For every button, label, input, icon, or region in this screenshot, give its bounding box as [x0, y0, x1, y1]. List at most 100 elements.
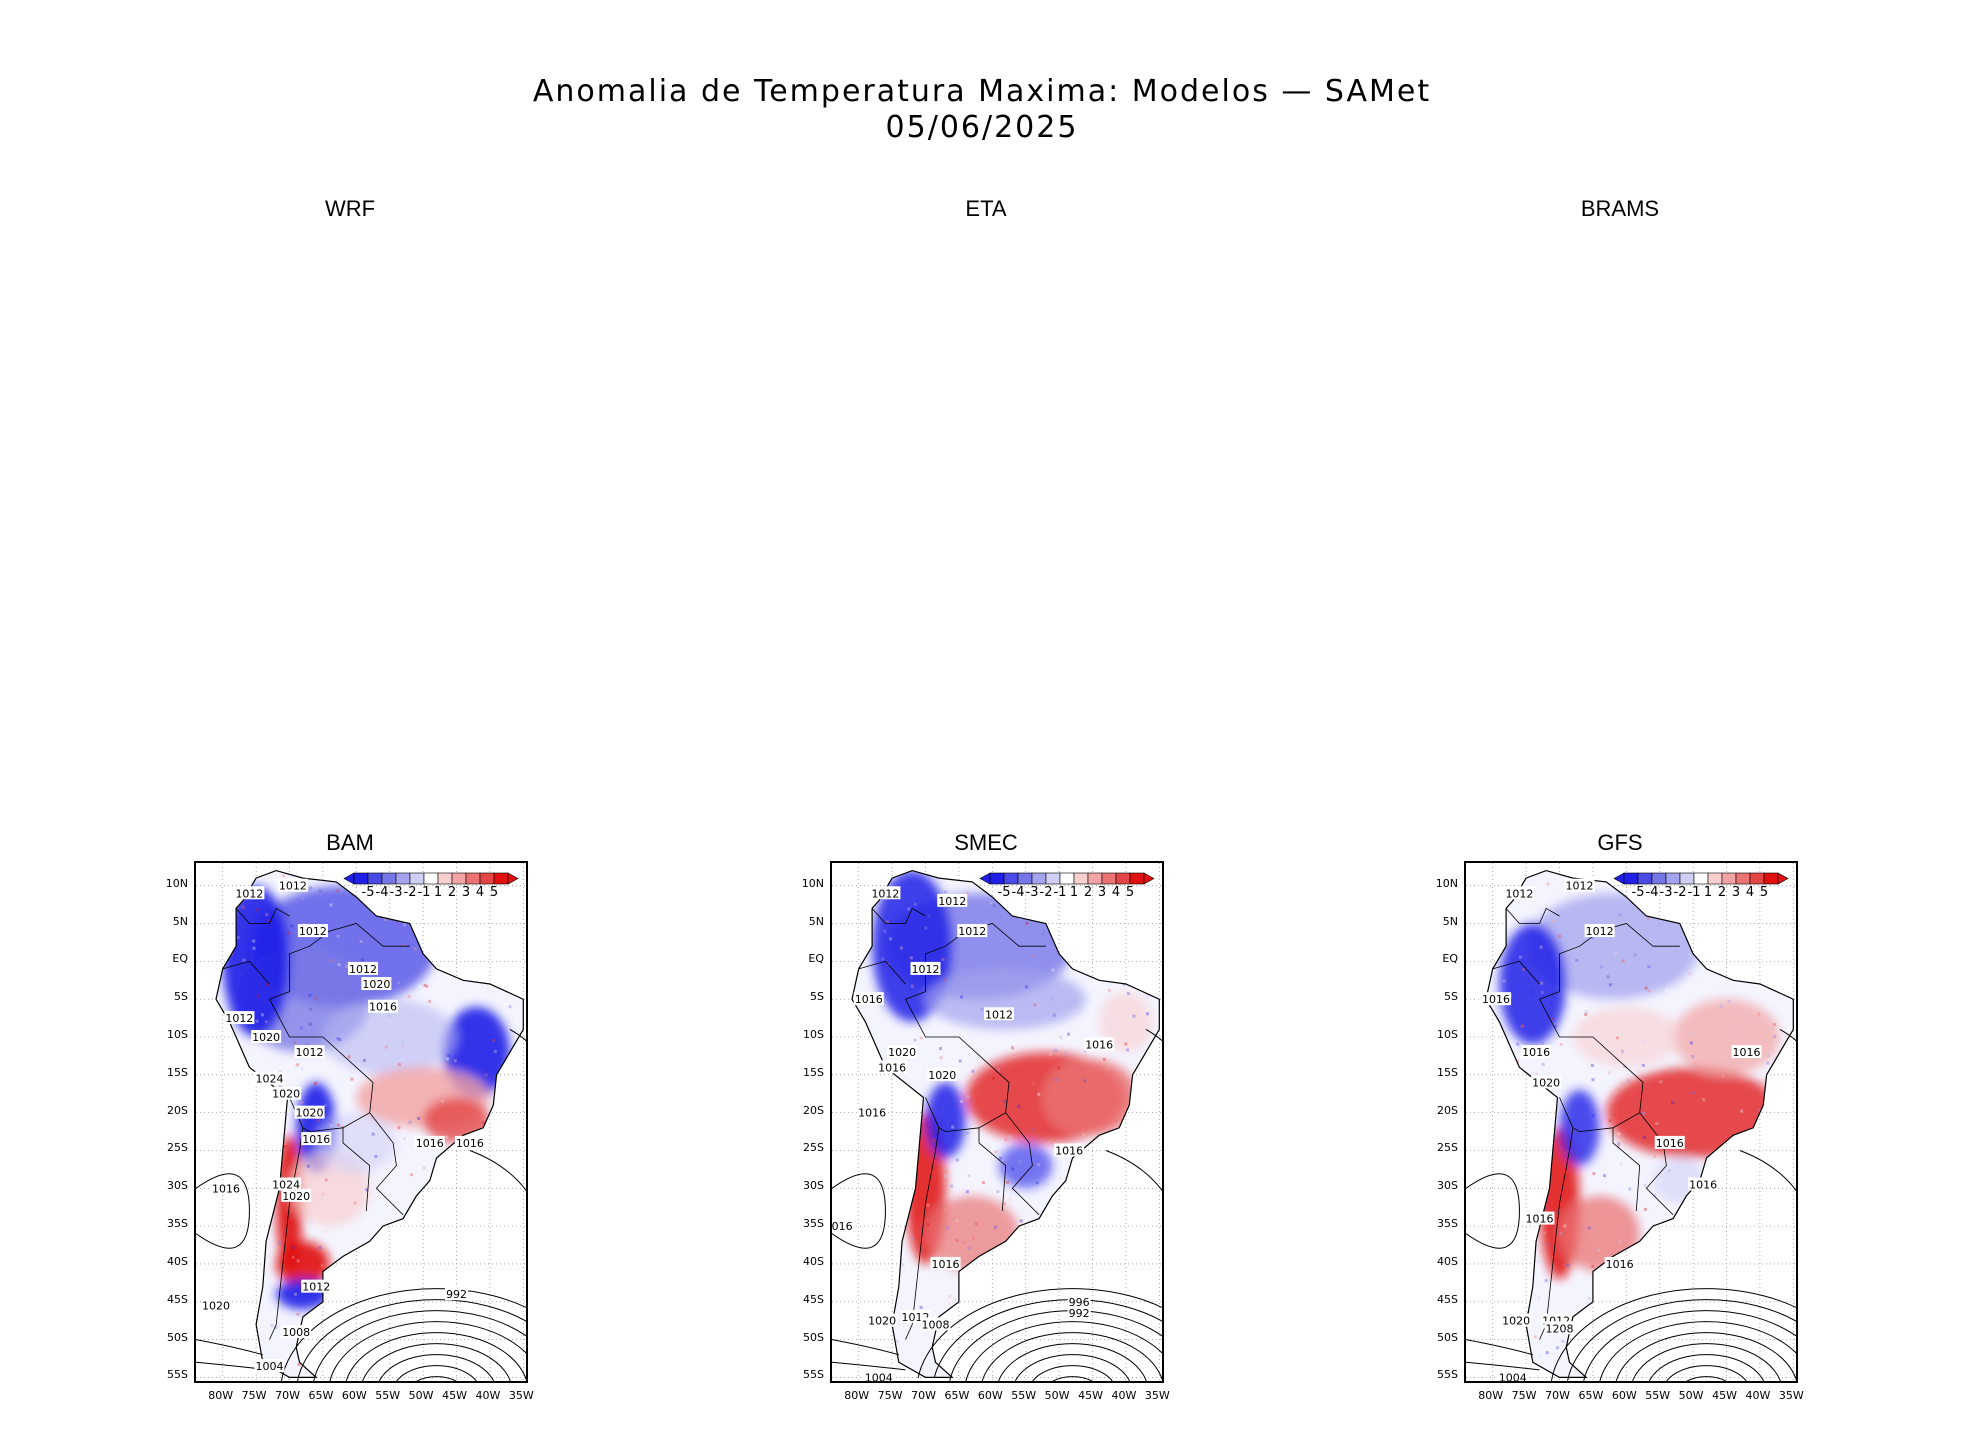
- figure-date: 05/06/2025: [885, 110, 1079, 145]
- lat-tick-label: 10N: [801, 876, 824, 890]
- isobar-label: 1020: [252, 1031, 280, 1044]
- lat-tick-label: 20S: [803, 1103, 824, 1117]
- lon-tick-label: 45W: [1078, 1389, 1103, 1402]
- isobar-label: 1004: [255, 1360, 283, 1373]
- lon-tick-label: 50W: [1678, 1389, 1704, 1402]
- lat-tick-label: 45S: [1437, 1292, 1458, 1306]
- colorbar-tick-label: -1: [1054, 885, 1067, 900]
- lon-tick-label: 35W: [1144, 1389, 1170, 1402]
- colorbar-tick-label: 4: [476, 885, 484, 900]
- lat-tick-label: 30S: [1437, 1179, 1458, 1193]
- lon-tick-label: 80W: [1478, 1389, 1504, 1402]
- isobar-label: 1016: [1606, 1258, 1634, 1271]
- lat-tick-label: 55S: [803, 1368, 824, 1382]
- colorbar-tick-label: 4: [1112, 885, 1120, 900]
- lat-tick-label: 55S: [1437, 1368, 1458, 1382]
- colorbar-tick-label: 2: [1084, 885, 1092, 900]
- isobar-label: 1016: [1689, 1179, 1717, 1192]
- lon-tick-label: 40W: [1745, 1389, 1771, 1402]
- isobar-label: 1020: [202, 1300, 230, 1313]
- country-borders: [222, 907, 410, 1340]
- isobars: [1466, 1028, 1796, 1381]
- lon-tick-label: 50W: [408, 1389, 434, 1402]
- lat-tick-label: 50S: [803, 1330, 824, 1344]
- panel-label-brams: BRAMS: [1580, 196, 1660, 221]
- lat-tick-label: 5S: [1444, 990, 1458, 1004]
- lat-tick-label: 45S: [167, 1292, 188, 1306]
- lat-tick-label: 5S: [810, 990, 824, 1004]
- isobar-label: 1024: [255, 1073, 283, 1086]
- colorbar: -5 -4 -3 -2 -1 1 2 3 4 5: [979, 872, 1155, 900]
- colorbar-tick-label: 5: [490, 885, 498, 900]
- isobar-label: 1004: [1499, 1371, 1527, 1383]
- colorbar-tick-label: 1: [1704, 885, 1712, 900]
- lat-tick-label: 10S: [803, 1028, 824, 1041]
- isobar-label: 1012: [985, 1008, 1013, 1021]
- colorbar-tick-label: 5: [1126, 885, 1134, 900]
- map-gfs: 1012 1012 1012 1016 1016 1016 1020 1016 1016 1016…: [1464, 861, 1798, 1383]
- anomaly-field: [852, 870, 1160, 1378]
- colorbar: -5 -4 -3 -2 -1 1 2 3 4 5: [343, 872, 519, 900]
- map-canvas-bam: 1012101210121012101610121020101210241020…: [196, 863, 526, 1381]
- isobar-label: 1016: [1055, 1144, 1083, 1157]
- lat-tick-label: 35S: [167, 1217, 188, 1231]
- coastline: [215, 869, 524, 1378]
- colorbar-tick-label: 3: [462, 885, 470, 900]
- lat-tick-label: 40S: [803, 1254, 824, 1268]
- isobar-label: 1012: [296, 1046, 324, 1059]
- isobar-label: 1008: [282, 1326, 310, 1339]
- lon-tick-label: 80W: [208, 1389, 234, 1402]
- isobar-label: 1016: [1522, 1046, 1550, 1059]
- isobar-label: 1208: [1546, 1322, 1574, 1335]
- isobar-label: 1016: [212, 1182, 240, 1195]
- lon-tick-label: 45W: [442, 1389, 467, 1402]
- anomaly-field: [1486, 870, 1794, 1378]
- lon-tick-label: 35W: [1778, 1389, 1804, 1402]
- lat-tick-label: 50S: [167, 1330, 188, 1344]
- lon-tick-label: 70W: [911, 1389, 936, 1402]
- lon-tick-label: 60W: [977, 1389, 1003, 1402]
- colorbar-tick-label: 1: [434, 885, 442, 900]
- colorbar-tick-label: -2: [1674, 885, 1687, 900]
- panel-label-bam: BAM: [326, 830, 374, 855]
- lat-tick-label: 50S: [1437, 1330, 1458, 1344]
- isobar-label: 1000: [908, 1379, 936, 1383]
- colorbar-tick-label: -5: [362, 885, 375, 900]
- colorbar-tick-label: -1: [1688, 885, 1701, 900]
- colorbar-tick-label: -2: [404, 885, 417, 900]
- lon-tick-label: 75W: [241, 1389, 267, 1402]
- lon-tick-label: 70W: [1545, 1389, 1570, 1402]
- lon-tick-label: 55W: [1645, 1389, 1671, 1402]
- isobar-label: 1012: [1505, 887, 1533, 900]
- lon-tick-label: 35W: [508, 1389, 534, 1402]
- isobar-label: 1016: [302, 1133, 330, 1146]
- isobar-label: 1016: [1085, 1039, 1113, 1052]
- isobar-label: 1016: [1525, 1213, 1553, 1226]
- lat-tick-label: 20S: [1437, 1103, 1458, 1117]
- panel-label-smec: SMEC: [954, 830, 1018, 855]
- colorbar-tick-label: 4: [1746, 885, 1754, 900]
- map-canvas-gfs: 1012 1012 1012 1016 1016 1016 1020 1016 1016 1016…: [1466, 863, 1796, 1383]
- isobar-label: 1012: [958, 925, 986, 938]
- isobar-label: 1020: [888, 1046, 916, 1059]
- isobar-label: 1020: [362, 978, 390, 991]
- lon-tick-label: 60W: [1611, 1389, 1637, 1402]
- isobar-label: 1012: [302, 1281, 330, 1294]
- colorbar-tick-label: 3: [1732, 885, 1740, 900]
- lon-tick-label: 40W: [1111, 1389, 1137, 1402]
- lon-tick-label: 75W: [1511, 1389, 1537, 1402]
- isobar-label: 1020: [868, 1315, 896, 1328]
- lat-tick-label: 30S: [803, 1179, 824, 1193]
- colorbar-tick-label: -4: [376, 885, 389, 900]
- lat-tick-label: 25S: [803, 1141, 824, 1155]
- isobar-label: 1004: [865, 1371, 893, 1383]
- isobar-label: 1008: [922, 1318, 950, 1331]
- lon-tick-label: 40W: [475, 1389, 501, 1402]
- lat-tick-label: 55S: [167, 1368, 188, 1382]
- isobar-label: 1012: [912, 963, 940, 976]
- isobar-label: 1020: [928, 1069, 956, 1082]
- lat-tick-label: 5N: [1442, 914, 1458, 928]
- lat-tick-label: 15S: [167, 1065, 188, 1079]
- isobar-label: 992: [446, 1288, 467, 1301]
- colorbar-tick-label: -1: [418, 885, 431, 900]
